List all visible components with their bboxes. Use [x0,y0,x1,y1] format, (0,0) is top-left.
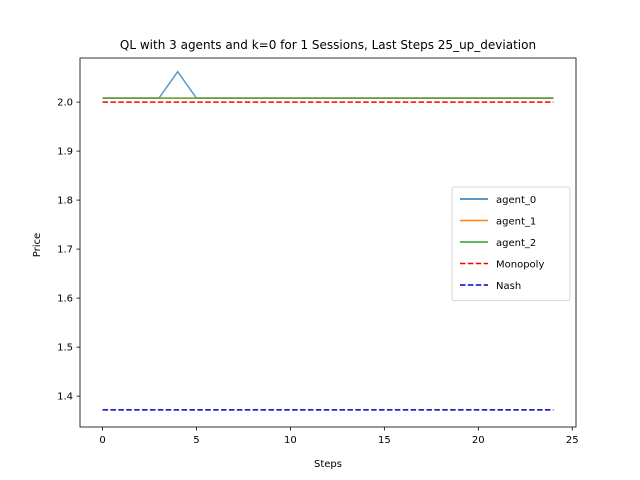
legend-label: Nash [496,281,521,292]
legend-box [451,186,571,301]
legend-label: Monopoly [496,260,544,271]
x-tick-label: 15 [378,435,391,446]
x-tick-label: 0 [99,435,105,446]
x-tick-label: 10 [284,435,297,446]
legend: agent_0 agent_1 agent_2 Monopoly Nash [451,186,571,301]
y-tick-label: 1.8 [57,196,73,207]
x-tick-label: 25 [566,435,579,446]
x-tick-label: 5 [193,435,199,446]
chart-title: QL with 3 agents and k=0 for 1 Sessions,… [120,38,536,52]
x-axis-label: Steps [314,459,342,470]
y-axis-label: Price [32,233,43,257]
axes-frame [79,57,577,428]
series-lines [102,70,554,411]
y-tick-label: 1.7 [57,245,73,256]
legend-label: agent_2 [496,238,536,249]
x-tick-label: 20 [472,435,485,446]
legend-label: agent_1 [496,217,536,228]
y-tick-label: 1.5 [57,343,73,354]
y-tick-label: 1.9 [57,147,73,158]
y-tick-label: 1.6 [57,294,73,305]
legend-label: agent_0 [496,195,536,206]
y-tick-label: 1.4 [57,392,73,403]
y-tick-label: 2.0 [57,98,73,109]
axes: 0 5 10 15 20 25 1.4 1.5 1.6 1.7 1.8 1.9 2.0 [57,57,579,446]
